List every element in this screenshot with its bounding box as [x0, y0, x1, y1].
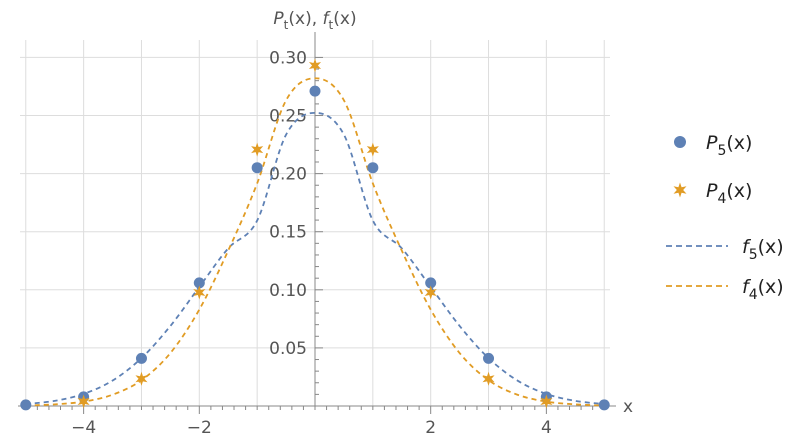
y-tick-label: 0.30 [269, 48, 307, 68]
series-p4x-point [251, 142, 264, 157]
series-p5x-point [483, 352, 495, 364]
series-p4x-point [77, 394, 90, 409]
series-p5x-point [425, 277, 437, 289]
curve-layer [25, 77, 605, 407]
y-axis-label: Pt(x), ft(x) [273, 9, 356, 32]
legend-label-p5x: P5(x) [706, 132, 752, 159]
series-p5x-point [251, 162, 263, 174]
series-p4x-point [540, 394, 553, 409]
series-p4x-point [482, 371, 495, 386]
y-tick-label: 0.15 [269, 223, 307, 243]
series-p5x-point [598, 399, 610, 411]
series-p5x-point [367, 162, 379, 174]
series-p4x-point [193, 285, 206, 300]
series-p5x-point [20, 399, 32, 411]
series-p4x-point [366, 142, 379, 157]
legend: P5(x) P4(x) f5(x) f4(x) [666, 132, 784, 303]
legend-label-p4x: P4(x) [706, 180, 752, 207]
y-tick-label: 0.10 [269, 281, 307, 301]
series-p4x-point [308, 58, 322, 73]
legend-label-f5x: f5(x) [742, 236, 784, 263]
series-p4x-point [135, 371, 148, 386]
legend-label-f4x: f4(x) [742, 276, 784, 303]
series-p5x-point [135, 352, 147, 364]
series-p5x-point [309, 85, 321, 97]
series-f5x-line [25, 111, 605, 405]
point-layer [20, 58, 610, 411]
x-axis-label: x [623, 397, 633, 417]
x-tick-label: 4 [541, 418, 552, 436]
x-tick-label: −2 [187, 418, 212, 436]
y-tick-label: 0.20 [269, 165, 307, 185]
y-tick-label: 0.05 [269, 339, 307, 359]
series-p4x-point [424, 285, 437, 300]
x-tick-label: 2 [425, 418, 436, 436]
legend-swatch-p4x [673, 182, 687, 198]
axis-layer: −4 −2 2 4 0.05 0.10 0.15 0.20 0.25 0.30 x Pt(x), ft… [18, 9, 633, 438]
legend-swatch-p5x [674, 136, 686, 148]
series-f4x-line [25, 77, 605, 407]
y-tick-label: 0.25 [269, 107, 307, 127]
x-tick-label: −4 [71, 418, 96, 436]
series-p5x-point [193, 277, 205, 289]
